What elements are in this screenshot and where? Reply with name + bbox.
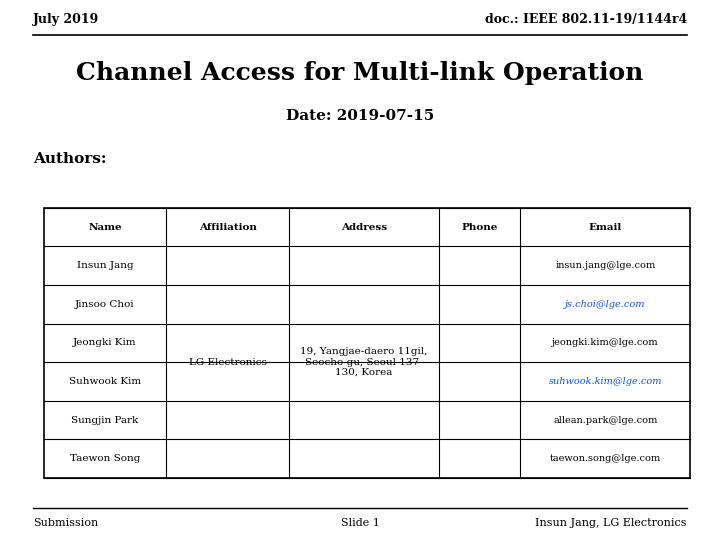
Text: js.choi@lge.com: js.choi@lge.com (565, 300, 646, 309)
Text: Email: Email (589, 222, 622, 232)
Bar (44, 208, 690, 478)
Text: taewon.song@lge.com: taewon.song@lge.com (550, 454, 661, 463)
Text: Date: 2019-07-15: Date: 2019-07-15 (286, 109, 434, 123)
Text: Address: Address (341, 222, 387, 232)
Text: Phone: Phone (462, 222, 498, 232)
Text: Slide 1: Slide 1 (341, 518, 379, 528)
Text: Authors:: Authors: (33, 152, 107, 166)
Text: Channel Access for Multi-link Operation: Channel Access for Multi-link Operation (76, 61, 644, 85)
Text: Jeongki Kim: Jeongki Kim (73, 339, 137, 347)
Text: Insun Jang, LG Electronics: Insun Jang, LG Electronics (536, 518, 687, 528)
Text: allean.park@lge.com: allean.park@lge.com (553, 416, 657, 424)
Text: Insun Jang: Insun Jang (77, 261, 133, 270)
Text: 19, Yangjae-daero 11gil,
Seocho-gu, Seoul 137-
130, Korea: 19, Yangjae-daero 11gil, Seocho-gu, Seou… (300, 347, 428, 377)
Text: LG Electronics: LG Electronics (189, 357, 266, 367)
Text: Taewon Song: Taewon Song (70, 454, 140, 463)
Text: Affiliation: Affiliation (199, 222, 256, 232)
Text: Suhwook Kim: Suhwook Kim (69, 377, 141, 386)
Text: doc.: IEEE 802.11-19/1144r4: doc.: IEEE 802.11-19/1144r4 (485, 13, 687, 26)
Text: insun.jang@lge.com: insun.jang@lge.com (555, 261, 655, 270)
Text: Name: Name (89, 222, 122, 232)
Text: Sungjin Park: Sungjin Park (71, 416, 139, 424)
Text: Submission: Submission (33, 518, 99, 528)
Text: jeongki.kim@lge.com: jeongki.kim@lge.com (552, 339, 659, 347)
Text: suhwook.kim@lge.com: suhwook.kim@lge.com (549, 377, 662, 386)
Text: July 2019: July 2019 (33, 13, 99, 26)
Text: Jinsoo Choi: Jinsoo Choi (75, 300, 135, 309)
